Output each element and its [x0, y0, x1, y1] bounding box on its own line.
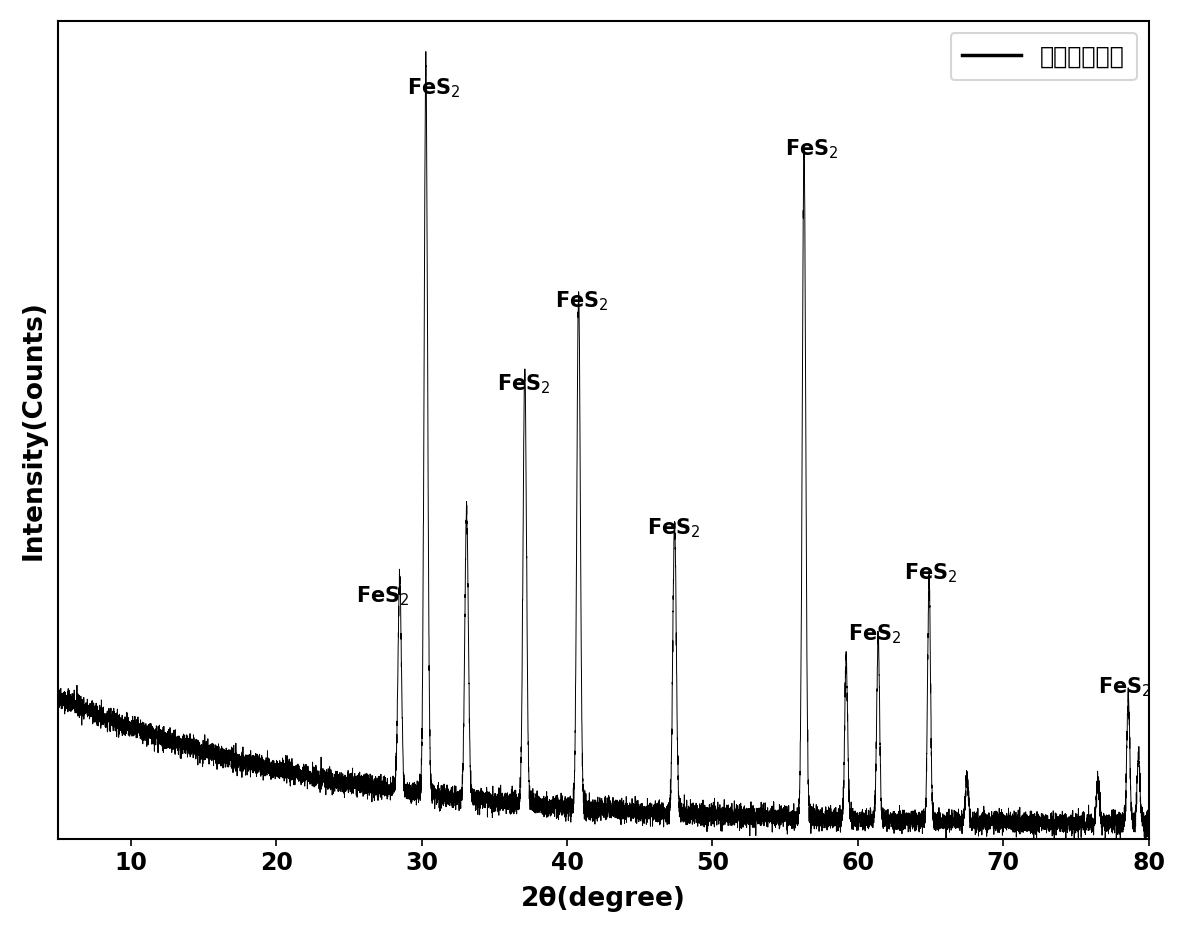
Text: FeS$_2$: FeS$_2$	[905, 562, 958, 585]
Text: FeS$_2$: FeS$_2$	[646, 516, 701, 540]
Text: FeS$_2$: FeS$_2$	[848, 622, 901, 646]
Text: FeS$_2$: FeS$_2$	[497, 372, 550, 396]
Y-axis label: Intensity(Counts): Intensity(Counts)	[21, 300, 46, 560]
X-axis label: 2θ(degree): 2θ(degree)	[521, 886, 686, 912]
Text: FeS$_2$: FeS$_2$	[785, 137, 839, 161]
Text: FeS$_2$: FeS$_2$	[407, 77, 460, 101]
Text: FeS$_2$: FeS$_2$	[356, 584, 409, 608]
Legend: 吸附后黄铁矿: 吸附后黄铁矿	[951, 33, 1137, 80]
Text: FeS$_2$: FeS$_2$	[1098, 675, 1152, 699]
Text: FeS$_2$: FeS$_2$	[555, 289, 608, 313]
